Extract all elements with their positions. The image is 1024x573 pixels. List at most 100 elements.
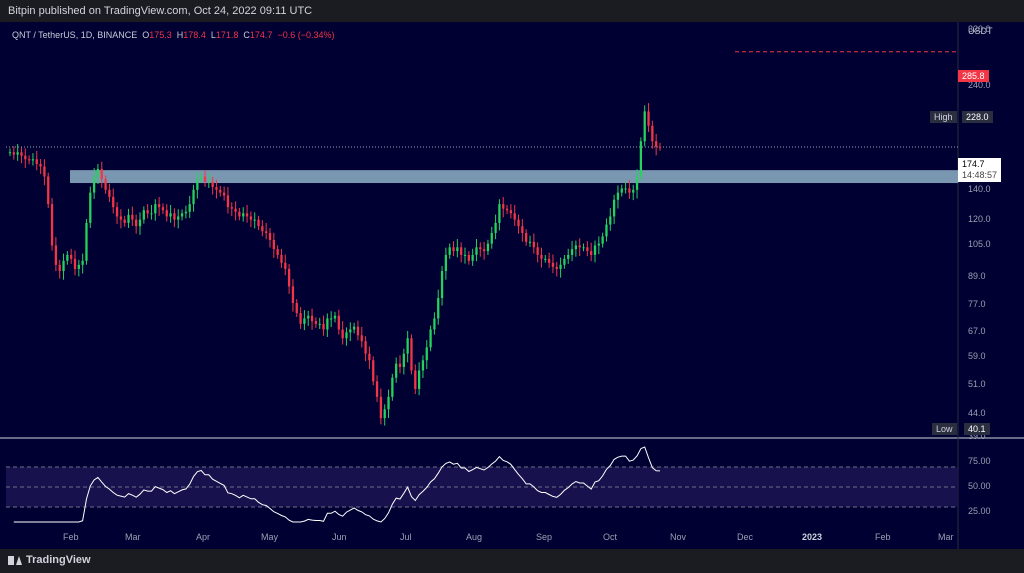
candle-body: [177, 216, 180, 220]
candle-body: [593, 245, 597, 255]
candle-body: [70, 254, 73, 259]
low-label: L: [210, 30, 216, 40]
candle-body: [115, 207, 119, 217]
candle-body: [574, 245, 578, 250]
candle-body: [601, 236, 604, 244]
candle-body: [253, 219, 256, 221]
close-label: C: [243, 30, 250, 40]
candle-body: [222, 192, 226, 196]
candle-body: [628, 188, 631, 193]
time-tick: Nov: [670, 532, 687, 542]
candle-body: [337, 315, 340, 330]
candle-body: [479, 247, 482, 250]
price-tick: 44.0: [968, 407, 986, 418]
candle-body: [169, 213, 172, 217]
candle-body: [486, 243, 490, 252]
candle-body: [280, 254, 283, 263]
candle-body: [448, 247, 451, 255]
time-tick: Mar: [938, 532, 954, 542]
candle-body: [658, 146, 662, 148]
price-tick: 240.0: [968, 79, 991, 90]
candle-body: [8, 152, 12, 154]
candle-body: [261, 226, 264, 232]
price-tick: 320.0: [968, 23, 991, 34]
high-value: 178.4: [183, 30, 206, 40]
close-value: 174.7: [249, 30, 273, 40]
candle-body: [383, 409, 386, 419]
candle-body: [219, 189, 222, 193]
candle-body: [238, 211, 241, 217]
candle-body: [517, 219, 520, 227]
time-tick: 2023: [802, 532, 823, 542]
candle-body: [352, 326, 356, 330]
high-marker-value: 228.0: [962, 111, 993, 123]
candle-body: [295, 302, 298, 314]
candle-body: [318, 323, 321, 325]
candle-body: [146, 210, 149, 214]
candle-body: [555, 266, 558, 269]
candle-body: [406, 338, 409, 354]
current-price-value: 174.7: [962, 159, 985, 169]
candle-body: [417, 370, 421, 389]
candle-body: [429, 329, 432, 348]
target-price-tag: 285.8: [958, 70, 989, 82]
currency-label: USDT: [968, 26, 993, 36]
candle-body: [655, 141, 658, 147]
candle-body: [582, 247, 585, 249]
chart-legend: QNT / TetherUS, 1D, BINANCE O175.3 H178.…: [12, 30, 335, 40]
candle-body: [299, 313, 302, 324]
candle-body: [609, 216, 612, 225]
candle-body: [50, 204, 54, 246]
footer: TradingView: [0, 549, 1024, 573]
candle-body: [521, 226, 524, 233]
candle-body: [203, 176, 207, 182]
tradingview-icon: [8, 555, 22, 565]
candle-body: [200, 176, 203, 180]
candle-body: [563, 258, 566, 265]
candle-body: [567, 254, 570, 259]
candle-body: [494, 222, 497, 233]
candle-body: [272, 240, 275, 250]
candle-body: [540, 254, 543, 259]
candle-body: [356, 326, 360, 336]
candle-body: [35, 159, 38, 165]
candle-body: [410, 338, 413, 371]
low-value: 171.8: [215, 30, 239, 40]
candle-body: [387, 396, 390, 410]
candle-body: [123, 219, 126, 223]
candle-body: [398, 363, 402, 368]
candle-body: [104, 179, 107, 190]
candle-body: [284, 262, 287, 269]
candle-body: [108, 189, 111, 197]
high-marker-label: High: [930, 111, 957, 123]
candle-body: [211, 181, 214, 188]
price-tick: 39.0: [968, 431, 986, 441]
candle-body: [330, 318, 333, 320]
candle-body: [467, 254, 470, 261]
candle-body: [509, 210, 513, 214]
candle-body: [249, 216, 253, 220]
candle-body: [605, 224, 608, 237]
candle-body: [528, 241, 532, 243]
candle-body: [314, 321, 318, 324]
candle-body: [119, 216, 123, 220]
price-tick: 120.0: [968, 213, 991, 224]
candle-body: [475, 247, 478, 255]
current-price-tag: 174.7 14:48:57: [958, 158, 1002, 182]
candle-body: [127, 214, 130, 223]
candle-body: [437, 298, 440, 319]
time-tick: Feb: [875, 532, 891, 542]
candle-body: [333, 315, 337, 319]
candle-body: [433, 318, 436, 330]
price-tick: 51.0: [968, 379, 986, 390]
candle-body: [39, 164, 42, 167]
candle-body: [303, 318, 306, 324]
candle-body: [47, 176, 50, 205]
candle-body: [131, 214, 134, 220]
price-tick: 89.0: [968, 271, 986, 282]
candle-body: [188, 204, 191, 212]
candle-body: [402, 353, 405, 368]
candle-countdown: 14:48:57: [962, 170, 998, 180]
tradingview-logo[interactable]: TradingView: [8, 554, 91, 566]
